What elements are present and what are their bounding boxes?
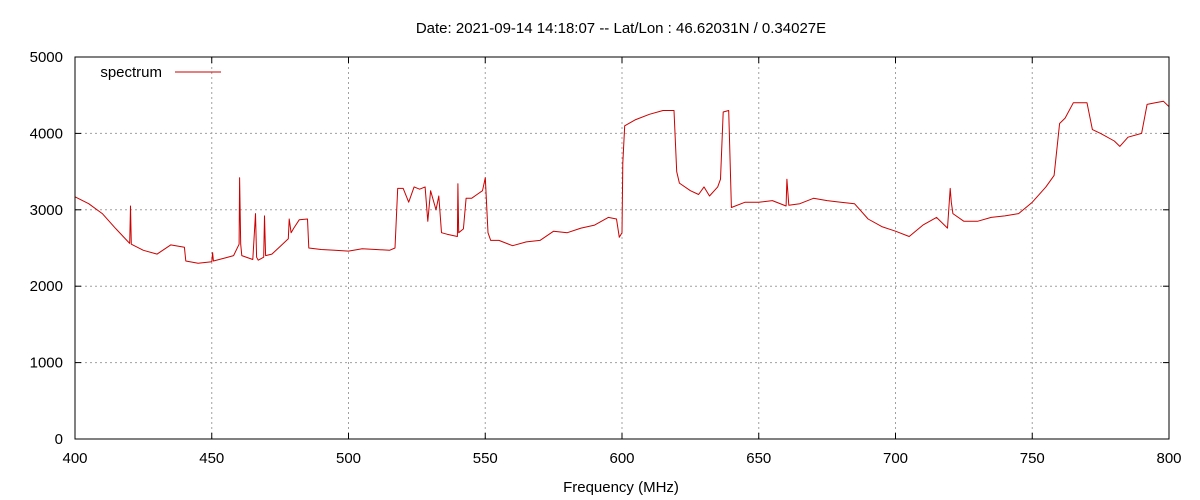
series-layer — [74, 100, 1170, 264]
series-line-spectrum — [74, 100, 1170, 264]
y-tick-label: 4000 — [30, 125, 63, 142]
x-tick-label: 500 — [336, 450, 361, 467]
ticks — [74, 56, 1170, 440]
x-tick-label: 450 — [199, 450, 224, 467]
x-tick-label: 650 — [746, 450, 771, 467]
x-tick-label: 700 — [883, 450, 908, 467]
x-tick-label: 550 — [473, 450, 498, 467]
y-tick-label: 1000 — [30, 355, 63, 372]
x-tick-labels: 400 450 500 550 600 650 700 750 800 — [62, 450, 1181, 467]
y-tick-label: 3000 — [30, 202, 63, 219]
legend-label-spectrum: spectrum — [100, 64, 162, 81]
x-tick-label: 400 — [62, 450, 87, 467]
y-tick-labels: 0 1000 2000 3000 4000 5000 — [30, 49, 63, 448]
x-tick-label: 800 — [1156, 450, 1181, 467]
chart-title: Date: 2021-09-14 14:18:07 -- Lat/Lon : 4… — [416, 20, 826, 37]
x-tick-label: 600 — [609, 450, 634, 467]
x-tick-label: 750 — [1020, 450, 1045, 467]
y-tick-label: 0 — [55, 431, 63, 448]
legend: spectrum — [100, 64, 221, 81]
grid — [75, 57, 1169, 439]
x-axis-label: Frequency (MHz) — [563, 479, 679, 496]
y-tick-label: 5000 — [30, 49, 63, 66]
y-tick-label: 2000 — [30, 278, 63, 295]
